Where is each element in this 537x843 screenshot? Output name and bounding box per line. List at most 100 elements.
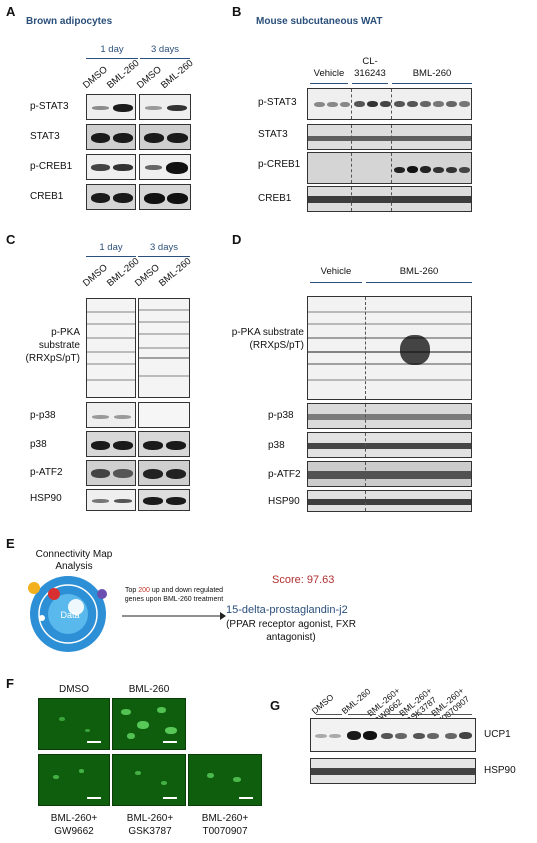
panel-a-row-label-1: p-STAT3 (30, 101, 69, 112)
panel-d-row-label-3: p38 (268, 440, 285, 451)
panel-g-bar-4 (412, 714, 440, 716)
panel-d-group-bar-2 (366, 282, 472, 284)
blot-d-pp38 (307, 403, 472, 429)
blot-g-hsp90 (310, 758, 476, 784)
panel-c-group-bar-2 (138, 256, 190, 258)
blot-c-patf2-3days (138, 460, 190, 486)
panel-a-lane-2: BML-260 (104, 57, 142, 91)
panel-b-letter: B (232, 4, 242, 19)
cmap-arrow-text: Top 200 up and down regulated genes upon… (124, 587, 224, 603)
panel-c-lane-1: DMSO (80, 262, 110, 289)
blot-c-ppka-1day (86, 298, 136, 398)
blot-d-hsp90 (307, 490, 472, 512)
blot-c-patf2-1day (86, 460, 136, 486)
panel-b-row-label-3: p-CREB1 (258, 159, 301, 170)
panel-g-lane-1: DMSO (309, 691, 336, 716)
blot-d-ppka (307, 296, 472, 400)
panel-a-lane-1: DMSO (80, 64, 110, 91)
cmap-arrow (122, 612, 226, 620)
micro-image-bml260 (112, 698, 186, 750)
blot-a-stat3-3days (139, 124, 191, 150)
micro-label-gsk3787: BML-260+ GSK3787 (126, 813, 174, 837)
micro-image-gsk3787 (112, 754, 186, 806)
blot-a-creb1-3days (139, 184, 191, 210)
panel-c-letter: C (6, 232, 16, 247)
panel-d-group-1: Vehicle (320, 266, 352, 277)
micro-label-dmso: DMSO (59, 684, 89, 695)
panel-d-letter: D (232, 232, 242, 247)
panel-b-group-bar-3 (392, 83, 472, 85)
micro-image-gw9662 (38, 754, 110, 806)
blot-c-ppka-3days (138, 298, 190, 398)
blot-c-p38-1day (86, 431, 136, 457)
panel-a-lane-3: DMSO (134, 64, 164, 91)
panel-a-row-label-2: STAT3 (30, 131, 60, 142)
panel-g-bar-3 (380, 714, 408, 716)
blot-a-pcreb1-3days (139, 154, 191, 180)
panel-c-group-bar-1 (86, 256, 136, 258)
cmap-data-label: Data (60, 610, 80, 620)
panel-g-bar-5 (444, 714, 472, 716)
micro-label-t0070907: BML-260+ T0070907 (201, 813, 249, 837)
panel-f-letter: F (6, 676, 14, 691)
panel-b-row-label-2: STAT3 (258, 129, 288, 140)
blot-a-creb1-1day (86, 184, 136, 210)
panel-b-group-1: Vehicle (313, 68, 345, 79)
panel-c-row-label-5: HSP90 (30, 493, 62, 504)
blot-c-p38-3days (138, 431, 190, 457)
panel-c-row-label-1: p-PKA substrate (RRXpS/pT) (25, 327, 80, 364)
panel-d-row-label-4: p-ATF2 (268, 469, 301, 480)
micro-label-bml260: BML-260 (128, 684, 170, 695)
panel-b-group-bar-1 (310, 83, 348, 85)
panel-a-title: Brown adipocytes (26, 16, 113, 27)
panel-b-row-label-1: p-STAT3 (258, 97, 297, 108)
panel-g-bar-2 (348, 714, 376, 716)
panel-g-letter: G (270, 698, 281, 713)
panel-g-row-label-2: HSP90 (484, 765, 516, 776)
micro-label-gw9662: BML-260+ GW9662 (50, 813, 98, 837)
panel-d-row-label-1: p-PKA substrate (RRXpS/pT) (231, 327, 304, 351)
panel-g-bar-1 (316, 714, 342, 716)
blot-b-creb1 (307, 186, 472, 212)
panel-d-row-label-2: p-p38 (268, 410, 294, 421)
panel-d-group-bar-1 (310, 282, 362, 284)
cmap-title: Connectivity Map Analysis (35, 549, 113, 572)
panel-c-row-label-3: p38 (30, 439, 47, 450)
blot-g-ucp1 (310, 718, 476, 752)
panel-b-group-bar-2 (352, 83, 388, 85)
panel-g-row-label-1: UCP1 (484, 729, 511, 740)
panel-a-row-label-3: p-CREB1 (30, 161, 73, 172)
blot-a-pstat3-1day (86, 94, 136, 120)
blot-c-hsp90-3days (138, 489, 190, 511)
blot-b-pstat3 (307, 88, 472, 120)
panel-a-group-1: 1 day (100, 44, 124, 55)
panel-a-group-2: 3 days (151, 44, 179, 55)
panel-a-group-bar-1 (86, 58, 138, 60)
panel-b-group-3: BML-260 (412, 68, 452, 79)
blot-c-hsp90-1day (86, 489, 136, 511)
panel-a-row-label-4: CREB1 (30, 191, 64, 202)
blot-a-pcreb1-1day (86, 154, 136, 180)
blot-d-patf2 (307, 461, 472, 487)
panel-a-group-bar-2 (140, 58, 190, 60)
panel-a-lane-4: BML-260 (158, 57, 196, 91)
panel-c-group-1: 1 day (99, 242, 123, 253)
blot-b-stat3 (307, 124, 472, 150)
micro-image-t0070907 (188, 754, 262, 806)
panel-b-title: Mouse subcutaneous WAT (256, 16, 383, 27)
cmap-score: Score: 97.63 (272, 574, 335, 586)
blot-c-pp38-1day (86, 402, 136, 428)
panel-c-row-label-2: p-p38 (30, 410, 56, 421)
panel-c-row-label-4: p-ATF2 (30, 467, 63, 478)
cmap-circle-graphic (28, 576, 107, 652)
cmap-compound-note: (PPAR receptor agonist, FXR antagonist) (226, 619, 356, 643)
panel-b-group-2: CL-316243 (354, 56, 386, 79)
blot-b-pcreb1 (307, 152, 472, 184)
blot-c-pp38-3days (138, 402, 190, 428)
panel-c-lane-4: BML-260 (156, 255, 194, 289)
panel-c-group-2: 3 days (150, 242, 178, 253)
panel-b-row-label-4: CREB1 (258, 193, 292, 204)
micro-image-dmso (38, 698, 110, 750)
cmap-compound: 15-delta-prostaglandin-j2 (226, 604, 348, 616)
panel-e-letter: E (6, 536, 15, 551)
